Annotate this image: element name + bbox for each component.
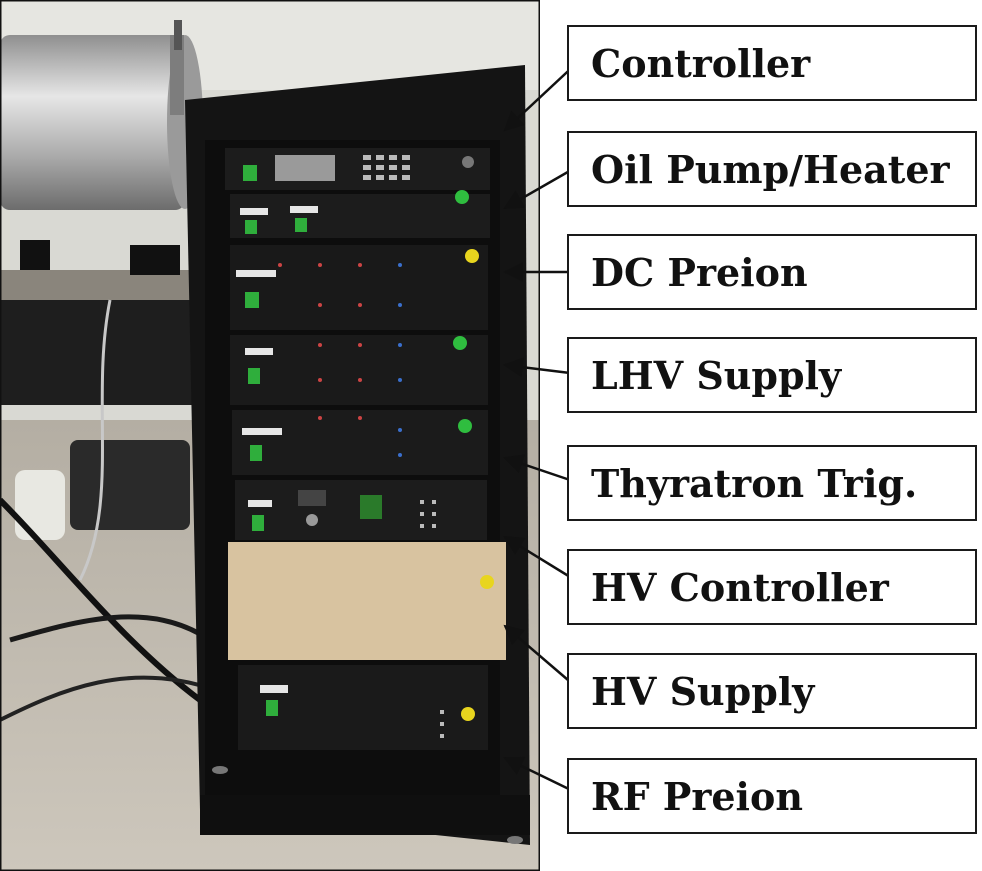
thyratron-trig-panel — [232, 410, 488, 475]
dc-preion-panel — [230, 245, 488, 330]
label-lhv-supply: LHV Supply — [567, 337, 977, 413]
label-hv-controller: HV Controller — [567, 549, 977, 625]
rf-preion-panel — [238, 665, 488, 750]
hv-supply-blank-panel — [228, 542, 506, 660]
label-dc-preion: DC Preion — [567, 234, 977, 310]
oil-pump-panel — [230, 194, 490, 238]
controller-panel — [225, 148, 490, 190]
label-rf-preion: RF Preion — [567, 758, 977, 834]
label-hv-supply: HV Supply — [567, 653, 977, 729]
label-thyratron-trig: Thyratron Trig. — [567, 445, 977, 521]
label-oil-pump-heater: Oil Pump/Heater — [567, 131, 977, 207]
equipment-rack-photo — [0, 0, 540, 871]
label-controller: Controller — [567, 25, 977, 101]
